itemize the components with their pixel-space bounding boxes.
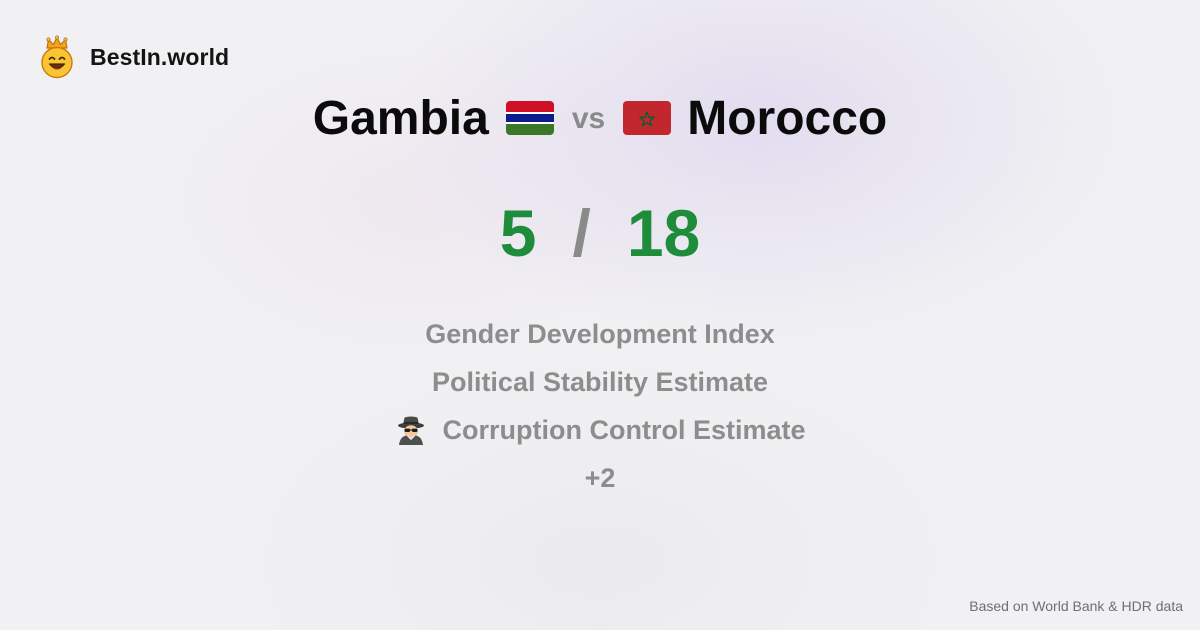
more-count-label: +2 bbox=[584, 463, 616, 493]
left-country-name: Gambia bbox=[312, 91, 489, 145]
more-indicators-count: +2 bbox=[0, 454, 1200, 502]
vs-label: vs bbox=[571, 102, 606, 135]
indicator-item: Corruption Control Estimate bbox=[0, 406, 1200, 454]
brand-link[interactable]: BestIn.world bbox=[38, 35, 229, 79]
right-score: 18 bbox=[626, 196, 701, 270]
brand-name: BestIn.world bbox=[90, 43, 230, 70]
indicator-item: Gender Development Index bbox=[0, 310, 1200, 358]
comparison-title: Gambia vs Morocco bbox=[0, 88, 1200, 148]
left-score: 5 bbox=[499, 196, 537, 270]
indicator-label: Corruption Control Estimate bbox=[442, 415, 806, 445]
data-source-note: Based on World Bank & HDR data bbox=[969, 598, 1183, 614]
indicator-label: Political Stability Estimate bbox=[431, 367, 769, 397]
gambia-flag-icon bbox=[505, 101, 554, 135]
spy-detective-icon bbox=[397, 416, 424, 445]
indicator-list: Gender Development Index Political Stabi… bbox=[0, 310, 1200, 502]
right-country-name: Morocco bbox=[687, 91, 888, 145]
indicator-item: Political Stability Estimate bbox=[0, 358, 1200, 406]
crown-smiley-icon bbox=[41, 35, 73, 79]
score-display: 5 / 18 bbox=[0, 196, 1200, 270]
indicator-label: Gender Development Index bbox=[425, 319, 775, 349]
morocco-flag-icon bbox=[623, 101, 672, 135]
score-separator: / bbox=[572, 196, 591, 270]
